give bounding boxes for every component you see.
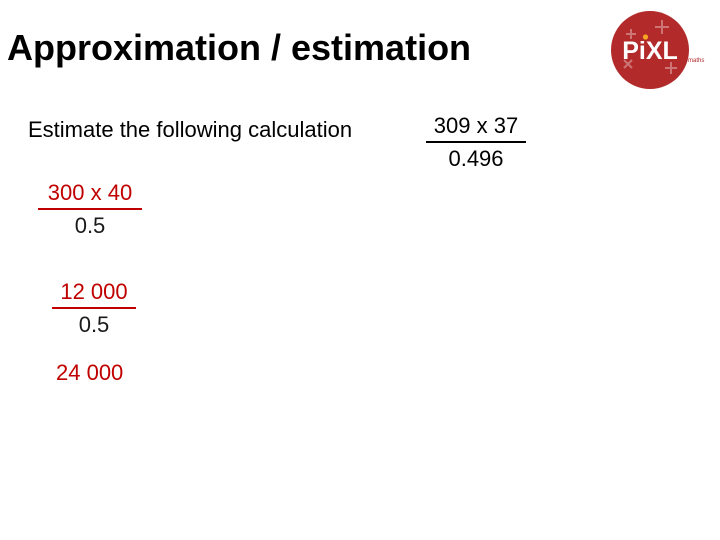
- estimate-answer: 24 000: [56, 360, 124, 385]
- step2-numerator: 12 000: [52, 276, 136, 309]
- slide-title: Approximation / estimation: [7, 27, 472, 68]
- question-fraction: 309 x 37 0.496: [426, 110, 526, 174]
- question-prompt: Estimate the following calculation: [28, 117, 353, 142]
- working-step-2: 12 000 0.5: [52, 276, 136, 340]
- step1-numerator: 300 x 40: [38, 177, 142, 210]
- step1-denominator: 0.5: [74, 213, 106, 238]
- working-step-1: 300 x 40 0.5: [38, 177, 142, 241]
- question-denominator: 0.496: [448, 146, 504, 171]
- logo-subtext: maths: [688, 58, 705, 64]
- step2-denominator: 0.5: [78, 312, 110, 337]
- logo-wordmark: PiXL: [622, 37, 678, 65]
- question-numerator: 309 x 37: [426, 110, 526, 143]
- pixl-logo: PiXL: [611, 11, 689, 89]
